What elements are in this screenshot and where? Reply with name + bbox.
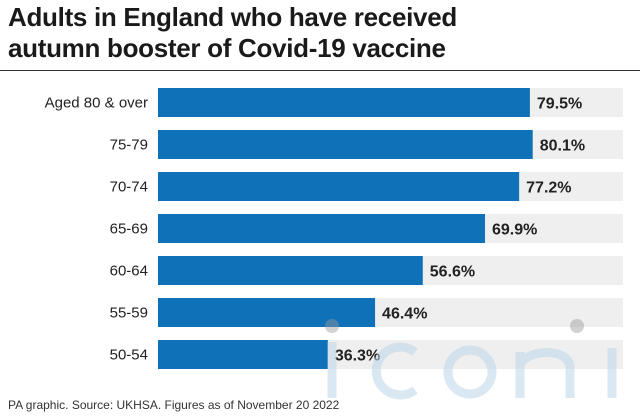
- category-label: 55-59: [110, 305, 148, 322]
- value-label: 56.6%: [430, 264, 475, 281]
- bar: [158, 340, 328, 369]
- bar: [158, 214, 485, 243]
- category-label: 75-79: [110, 137, 148, 154]
- bar: [158, 256, 423, 285]
- chart-title: Adults in England who have received autu…: [8, 2, 457, 64]
- category-label: Aged 80 & over: [45, 95, 148, 112]
- value-label: 36.3%: [335, 348, 380, 365]
- value-label: 46.4%: [382, 306, 427, 323]
- source-note: PA graphic. Source: UKHSA. Figures as of…: [8, 398, 340, 412]
- value-label: 77.2%: [526, 180, 571, 197]
- bar: [158, 172, 520, 201]
- title-divider: [0, 70, 640, 71]
- chart-title-line1: Adults in England who have received: [8, 2, 457, 32]
- iconic-watermark-logo: [325, 319, 617, 400]
- value-label: 80.1%: [540, 138, 585, 155]
- value-label: 69.9%: [492, 222, 537, 239]
- category-label: 50-54: [110, 347, 148, 364]
- category-label: 60-64: [110, 263, 148, 280]
- bar: [158, 130, 533, 159]
- bar: [158, 298, 376, 327]
- category-label: 65-69: [110, 221, 148, 238]
- value-label: 79.5%: [537, 96, 582, 113]
- chart-title-line2: autumn booster of Covid-19 vaccine: [8, 33, 446, 63]
- bar: [158, 88, 530, 117]
- category-label: 70-74: [110, 179, 148, 196]
